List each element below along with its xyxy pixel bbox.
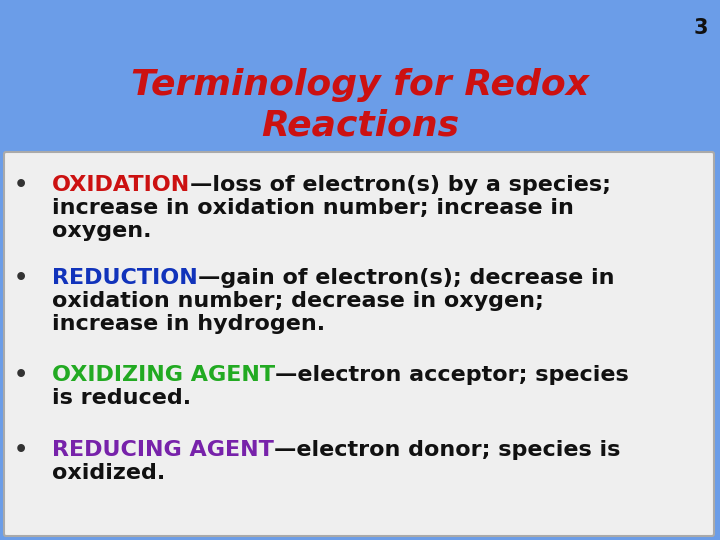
Text: —electron donor; species is: —electron donor; species is [274,440,620,460]
Text: •: • [14,365,28,385]
Text: —gain of electron(s); decrease in: —gain of electron(s); decrease in [198,268,614,288]
Text: OXIDIZING AGENT: OXIDIZING AGENT [52,365,275,385]
Text: •: • [14,440,28,460]
Text: •: • [14,175,28,195]
FancyBboxPatch shape [4,152,714,536]
Text: REDUCING AGENT: REDUCING AGENT [52,440,274,460]
Text: OXIDATION: OXIDATION [52,175,190,195]
Text: •: • [14,268,28,288]
Text: Reactions: Reactions [261,108,459,142]
Text: is reduced.: is reduced. [52,388,191,408]
Text: 3: 3 [693,18,708,38]
Text: increase in oxidation number; increase in: increase in oxidation number; increase i… [52,198,574,218]
Text: oxygen.: oxygen. [52,221,151,241]
Text: —loss of electron(s) by a species;: —loss of electron(s) by a species; [190,175,611,195]
Text: oxidized.: oxidized. [52,463,166,483]
Text: increase in hydrogen.: increase in hydrogen. [52,314,325,334]
Text: —electron acceptor; species: —electron acceptor; species [275,365,629,385]
Text: Terminology for Redox: Terminology for Redox [131,68,589,102]
Text: REDUCTION: REDUCTION [52,268,198,288]
Text: oxidation number; decrease in oxygen;: oxidation number; decrease in oxygen; [52,291,544,311]
